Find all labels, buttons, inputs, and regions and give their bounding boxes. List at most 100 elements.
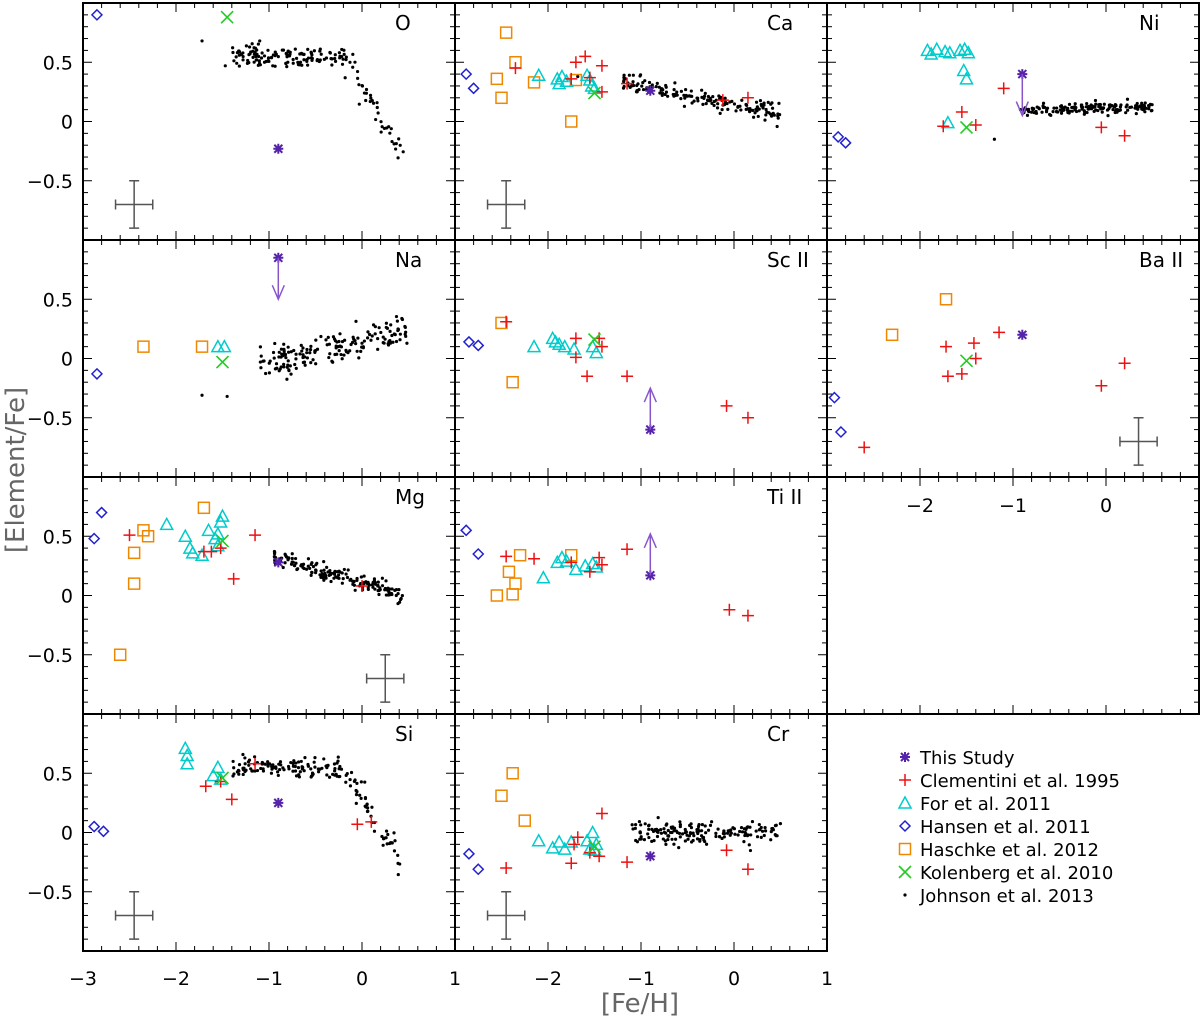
johnson-point-Si-shape — [237, 763, 242, 767]
johnson-point-O — [298, 60, 303, 64]
johnson-point-Ca — [689, 89, 693, 93]
clementini-point-Ca-1 — [565, 72, 578, 85]
hansen-point-Ni-1-shape — [839, 136, 852, 149]
johnson-point-Na-shape — [384, 321, 388, 325]
johnson-point-Si-shape — [338, 764, 342, 769]
johnson-point-Cr — [773, 833, 777, 837]
johnson-point-Mg — [289, 562, 294, 566]
y-tick-label-Mg: 0.5 — [43, 526, 73, 548]
hansen-point-Mg-0-shape — [88, 532, 101, 545]
johnson-point-Cr — [691, 831, 695, 835]
johnson-point-O — [299, 51, 304, 55]
johnson-point-Na — [309, 344, 313, 348]
johnson-point-Si — [243, 756, 247, 760]
johnson-point-O — [379, 130, 383, 134]
johnson-point-Ca-shape — [696, 99, 700, 103]
johnson-point-Ni — [1052, 106, 1056, 110]
legend-marker-for-shape — [897, 795, 913, 809]
clementini-point-Cr-8-shape — [720, 844, 733, 857]
johnson-point-Ni-shape — [1058, 108, 1062, 112]
johnson-point-Na-shape — [353, 339, 357, 343]
johnson-point-Ni — [1055, 110, 1059, 114]
johnson-point-O-shape — [351, 65, 355, 69]
johnson-point-Si-shape — [303, 756, 307, 760]
johnson-point-Na — [289, 350, 293, 354]
johnson-point-Cr-shape — [762, 833, 766, 838]
johnson-point-Cr — [738, 829, 742, 834]
johnson-point-Si — [355, 781, 359, 785]
johnson-point-Na — [400, 317, 405, 322]
johnson-point-O — [257, 59, 261, 63]
y-tick-label-Si: 0.5 — [43, 763, 73, 785]
johnson-point-Ni — [1065, 108, 1069, 112]
clementini-point-TiII-1 — [528, 552, 541, 565]
johnson-point-Cr — [672, 829, 676, 833]
johnson-point-Cr-shape — [643, 822, 647, 826]
clementini-point-TiII-2-shape — [565, 556, 578, 569]
johnson-point-Cr-shape — [661, 837, 665, 841]
johnson-point-O — [375, 105, 379, 110]
johnson-point-Ni — [1105, 108, 1110, 112]
johnson-point-Cr-shape — [720, 836, 724, 841]
kolenberg-point-Ca-0 — [587, 86, 602, 100]
johnson-point-Mg — [359, 575, 363, 579]
clementini-point-Si-4-shape — [351, 818, 364, 831]
johnson-point-Mg — [272, 549, 277, 554]
johnson-point-Mg — [311, 565, 316, 569]
johnson-point-Si-shape — [365, 802, 369, 806]
johnson-point-Ca-shape — [704, 102, 708, 106]
clementini-point-Ca-6-shape — [595, 85, 608, 98]
clementini-point-Ca-5 — [595, 59, 608, 72]
limit-arrow-ScII-0 — [643, 386, 657, 430]
johnson-point-Na — [343, 338, 347, 342]
johnson-point-Cr — [639, 823, 643, 827]
johnson-point-Ca-shape — [700, 88, 704, 92]
johnson-point-Cr — [686, 837, 690, 841]
johnson-point-Si — [299, 759, 303, 764]
johnson-point-Na-shape — [284, 356, 288, 360]
johnson-point-Ca-shape — [631, 73, 635, 77]
johnson-point-Na — [288, 364, 292, 368]
johnson-point-Na — [354, 341, 358, 346]
johnson-point-Ca — [775, 124, 779, 129]
johnson-point-Ca — [736, 104, 740, 109]
johnson-point-Cr-shape — [704, 842, 709, 846]
for-point-ScII-0 — [526, 339, 542, 353]
johnson-point-Na — [301, 355, 305, 360]
johnson-point-O-shape — [287, 54, 292, 58]
y-tick-label-Na: −0.5 — [27, 408, 73, 430]
johnson-point-Na-shape — [279, 365, 283, 369]
legend-marker-clementini — [899, 774, 911, 786]
clementini-point-Mg-2 — [205, 545, 218, 558]
johnson-point-O — [357, 102, 361, 106]
johnson-point-O-shape — [369, 96, 373, 100]
hansen-point-ScII-0 — [462, 335, 476, 348]
johnson-point-Na-shape — [367, 332, 372, 337]
johnson-point-Si — [366, 809, 370, 813]
johnson-point-Ni-shape — [1077, 109, 1081, 113]
johnson-point-Ca — [772, 113, 776, 117]
johnson-point-O — [266, 48, 270, 52]
clementini-point-BaII-6 — [993, 326, 1006, 339]
clementini-point-Cr-1-shape — [565, 857, 578, 870]
johnson-point-Si-shape — [237, 772, 241, 776]
johnson-point-Cr-shape — [654, 827, 659, 832]
johnson-point-Na-shape — [379, 330, 383, 335]
clementini-point-Mg-5 — [249, 529, 262, 542]
johnson-point-Cr — [699, 834, 704, 838]
clementini-point-ScII-6 — [621, 370, 634, 383]
johnson-point-Na-shape — [398, 332, 402, 336]
johnson-point-Ni-shape — [1114, 108, 1119, 112]
johnson-point-O — [368, 93, 373, 97]
for-point-Mg-9-shape — [215, 508, 230, 522]
johnson-point-O-shape — [255, 58, 259, 62]
clementini-point-TiII-1-shape — [528, 552, 541, 565]
this-study-point-Mg-0 — [273, 557, 284, 568]
johnson-point-Cr — [678, 823, 682, 827]
johnson-point-Si — [313, 765, 317, 769]
johnson-point-Ni-shape — [1143, 101, 1147, 105]
clementini-point-BaII-5-shape — [969, 352, 982, 365]
johnson-point-Na-shape — [344, 350, 349, 354]
johnson-point-O-shape — [269, 55, 274, 59]
johnson-point-Si — [309, 774, 314, 778]
